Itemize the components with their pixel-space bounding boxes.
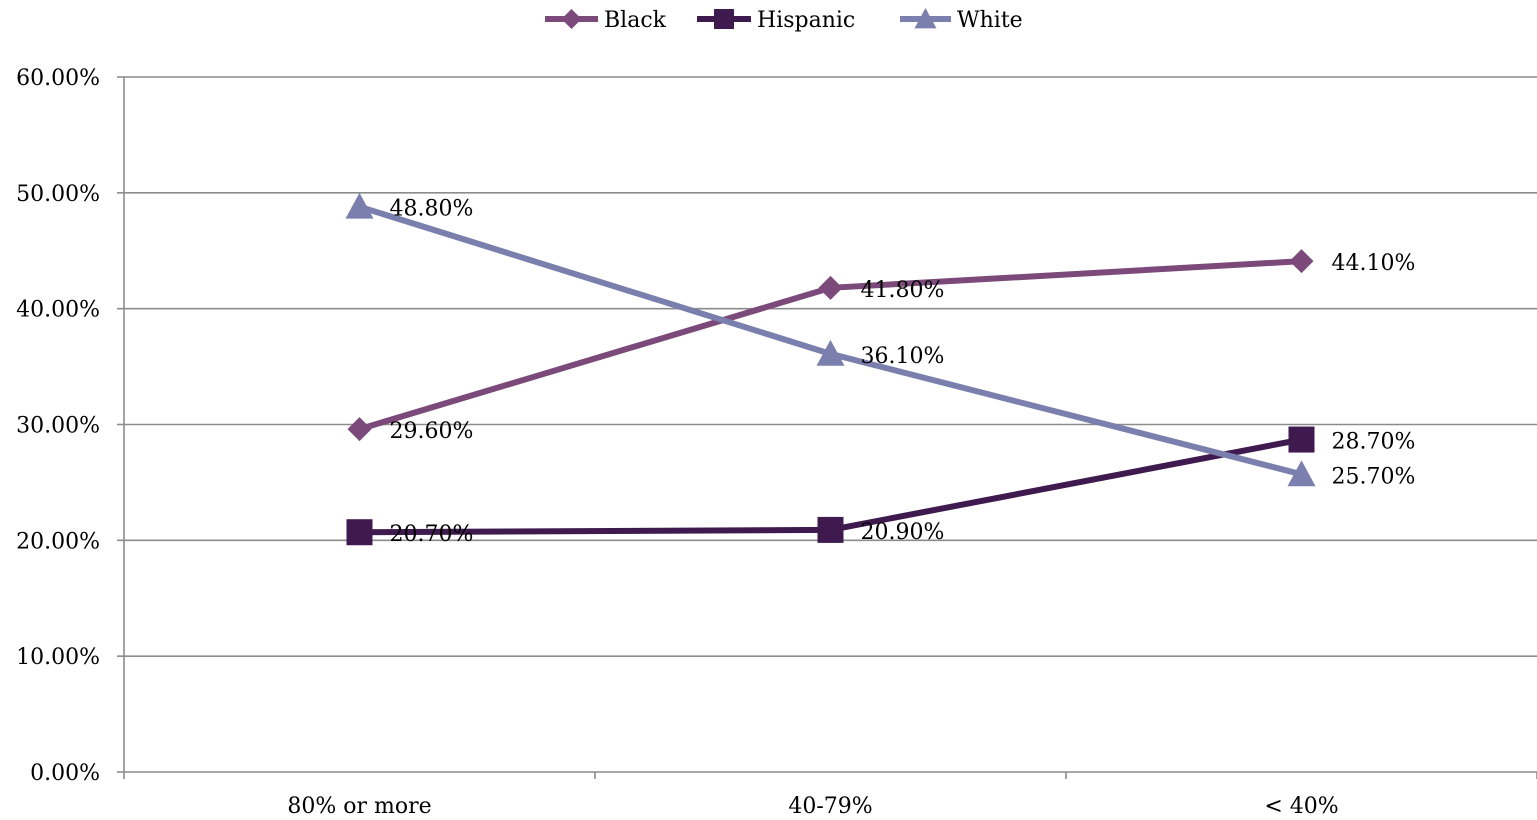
- x-tick-labels: 80% or more 40-79% < 40%: [287, 794, 1338, 819]
- y-tick-label: 10.00%: [16, 645, 100, 670]
- data-label-hispanic: 28.70%: [1332, 430, 1416, 455]
- data-label-hispanic: 20.70%: [390, 522, 474, 547]
- legend-item-black: Black: [545, 8, 667, 33]
- axes: [117, 76, 1537, 779]
- data-label-white: 25.70%: [1332, 464, 1416, 489]
- x-tick-label: < 40%: [1264, 794, 1338, 819]
- data-point-white: [345, 192, 374, 219]
- legend-diamond-icon: [561, 9, 582, 29]
- x-tick-label: 40-79%: [788, 794, 872, 819]
- legend-label-white: White: [957, 8, 1023, 33]
- data-point-black: [1289, 249, 1314, 274]
- x-tick-label: 80% or more: [287, 794, 431, 819]
- data-point-white: [816, 339, 845, 366]
- series-white: [345, 192, 1316, 487]
- data-point-black: [818, 275, 843, 300]
- legend: Black Hispanic White: [545, 8, 1023, 33]
- series-layer: [345, 192, 1316, 546]
- y-tick-label: 50.00%: [16, 182, 100, 207]
- data-label-black: 29.60%: [390, 419, 474, 444]
- data-label-white: 36.10%: [861, 344, 945, 369]
- data-label-hispanic: 20.90%: [861, 520, 945, 545]
- series-hispanic: [346, 426, 1315, 546]
- y-tick-label: 20.00%: [16, 529, 100, 554]
- y-tick-label: 0.00%: [30, 761, 100, 786]
- data-label-white: 48.80%: [390, 197, 474, 222]
- legend-item-white: White: [900, 8, 1023, 33]
- y-tick-label: 60.00%: [16, 66, 100, 91]
- legend-square-icon: [714, 9, 734, 29]
- series-black: [347, 249, 1314, 442]
- gridlines: [124, 76, 1537, 657]
- legend-label-hispanic: Hispanic: [757, 8, 855, 33]
- data-point-black: [347, 417, 372, 442]
- data-label-black: 44.10%: [1332, 251, 1416, 276]
- legend-item-hispanic: Hispanic: [697, 8, 855, 33]
- y-tick-label: 30.00%: [16, 414, 100, 439]
- data-point-hispanic: [346, 519, 373, 546]
- data-labels: 29.60% 41.80% 44.10% 20.70% 20.90% 28.70% 48.8…: [390, 197, 1416, 547]
- legend-label-black: Black: [604, 8, 667, 33]
- data-point-white: [1287, 460, 1316, 487]
- data-point-hispanic: [817, 516, 844, 543]
- legend-triangle-icon: [914, 8, 937, 29]
- y-tick-labels: 0.00% 10.00% 20.00% 30.00% 40.00% 50.00% 60.00…: [16, 66, 100, 786]
- data-point-hispanic: [1288, 426, 1315, 453]
- data-label-black: 41.80%: [861, 278, 945, 303]
- y-tick-label: 40.00%: [16, 298, 100, 323]
